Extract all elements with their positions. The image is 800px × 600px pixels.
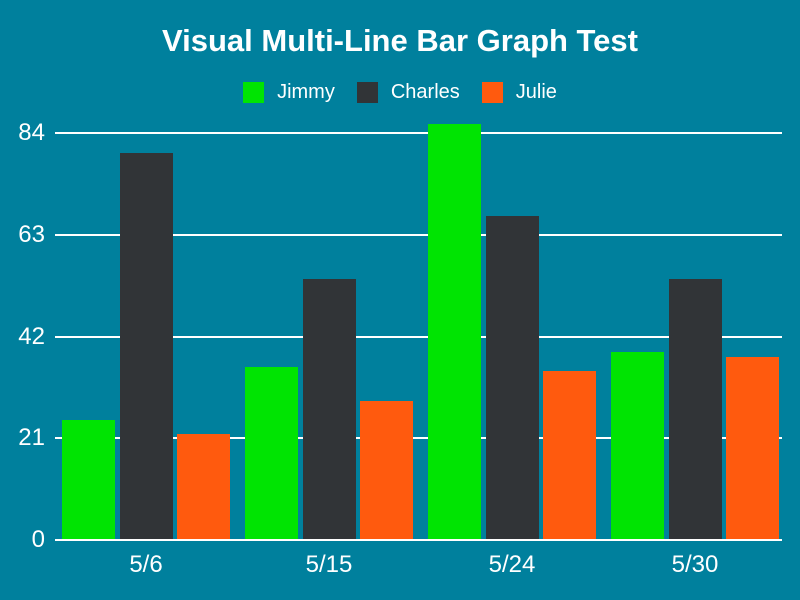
x-axis-label: 5/6 (129, 551, 163, 578)
bar-jimmy-3 (611, 352, 664, 541)
y-axis-label: 63 (18, 220, 45, 248)
bar-julie-0 (177, 434, 230, 541)
x-axis-label: 5/30 (671, 551, 719, 578)
legend-item-julie: Julie (481, 80, 557, 104)
y-axis-label: 21 (18, 424, 45, 452)
x-axis-label: 5/15 (305, 551, 353, 578)
legend-swatch-charles (356, 81, 378, 103)
bar-julie-1 (360, 400, 413, 541)
bar-julie-2 (543, 371, 596, 541)
y-axis-label: 42 (18, 322, 45, 350)
legend-item-jimmy: Jimmy (243, 80, 335, 104)
gridline (55, 233, 782, 236)
x-axis-label: 5/24 (488, 551, 536, 578)
y-axis-label: 0 (31, 526, 45, 553)
legend-item-charles: Charles (356, 80, 460, 104)
bar-jimmy-0 (62, 419, 115, 541)
legend: Jimmy Charles Julie (0, 80, 800, 104)
bar-charles-1 (302, 279, 356, 541)
bar-jimmy-2 (428, 124, 481, 541)
x-axis-line (55, 539, 782, 541)
y-axis-label: 84 (18, 119, 45, 146)
bar-charles-3 (668, 279, 722, 541)
chart-title: Visual Multi-Line Bar Graph Test (162, 23, 638, 58)
bar-julie-3 (726, 356, 779, 541)
gridline (55, 335, 782, 338)
legend-label-charles: Charles (390, 81, 460, 103)
legend-swatch-julie (481, 81, 503, 103)
bar-jimmy-1 (245, 366, 298, 541)
legend-label-julie: Julie (515, 81, 557, 103)
plot-area: 0 21 42 63 84 5/6 5/15 5/24 5/30 (18, 114, 782, 578)
legend-swatch-jimmy (243, 81, 265, 103)
gridline (55, 132, 782, 134)
bar-charles-0 (119, 153, 173, 541)
legend-label-jimmy: Jimmy (277, 81, 335, 103)
gridline (55, 437, 782, 440)
bar-charles-2 (485, 216, 539, 541)
